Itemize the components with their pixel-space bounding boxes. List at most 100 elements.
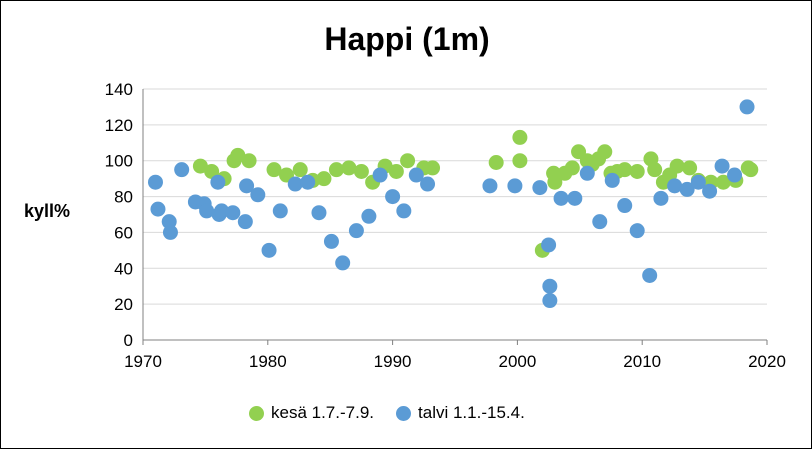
winter-point xyxy=(323,233,339,249)
winter-point xyxy=(261,242,277,258)
winter-point xyxy=(300,174,316,190)
data-points xyxy=(147,99,759,309)
y-axis-label: kyll% xyxy=(24,201,71,221)
legend-item-summer: kesä 1.7.-7.9. xyxy=(249,403,374,423)
winter-point xyxy=(408,167,424,183)
summer-point xyxy=(341,160,357,176)
winter-point xyxy=(679,181,695,197)
winter-point xyxy=(287,176,303,192)
summer-point xyxy=(230,147,246,163)
summer-point xyxy=(512,129,528,145)
summer-point xyxy=(715,174,731,190)
chart-title: Happi (1m) xyxy=(324,21,490,57)
y-tick-label: 40 xyxy=(114,259,133,278)
x-tick-label: 1990 xyxy=(374,352,412,371)
winter-point xyxy=(361,208,377,224)
winter-point xyxy=(174,162,190,178)
legend-label-winter: talvi 1.1.-15.4. xyxy=(418,403,525,422)
winter-point xyxy=(147,174,163,190)
y-tick-labels: 0 20 40 60 80 100 120 140 xyxy=(105,80,133,350)
winter-point xyxy=(727,167,743,183)
x-tick-label: 1970 xyxy=(124,352,162,371)
winter-point xyxy=(210,174,226,190)
winter-point xyxy=(541,237,557,253)
summer-point xyxy=(743,162,759,178)
winter-point xyxy=(617,198,633,214)
legend-label-summer: kesä 1.7.-7.9. xyxy=(271,403,375,422)
winter-point xyxy=(239,178,255,194)
y-tick-label: 140 xyxy=(105,80,133,99)
y-tick-label: 80 xyxy=(114,188,133,207)
winter-point xyxy=(592,214,608,230)
summer-point xyxy=(647,162,663,178)
summer-point xyxy=(617,162,633,178)
winter-point xyxy=(579,165,595,181)
x-tick-label: 2000 xyxy=(498,352,536,371)
summer-point xyxy=(400,153,416,169)
winter-point xyxy=(553,190,569,206)
summer-point xyxy=(629,163,645,179)
x-tick-label: 2020 xyxy=(748,352,786,371)
legend-item-winter: talvi 1.1.-15.4. xyxy=(396,403,525,423)
winter-point xyxy=(542,278,558,294)
winter-point xyxy=(702,183,718,199)
legend-marker-winter xyxy=(396,405,412,421)
summer-point xyxy=(292,162,308,178)
winter-point xyxy=(199,203,215,219)
winter-point xyxy=(237,214,253,230)
winter-point xyxy=(214,203,230,219)
y-tick-label: 20 xyxy=(114,295,133,314)
summer-point xyxy=(682,160,698,176)
y-tick-label: 60 xyxy=(114,223,133,242)
winter-point xyxy=(604,172,620,188)
summer-point xyxy=(353,163,369,179)
winter-point xyxy=(372,167,388,183)
summer-point xyxy=(266,162,282,178)
y-tick-label: 0 xyxy=(124,331,133,350)
summer-point xyxy=(512,153,528,169)
summer-point xyxy=(316,171,332,187)
summer-point xyxy=(192,158,208,174)
winter-point xyxy=(225,205,241,221)
x-tick-label: 1980 xyxy=(249,352,287,371)
summer-point xyxy=(388,163,404,179)
winter-point xyxy=(348,223,364,239)
winter-point xyxy=(690,174,706,190)
winter-point xyxy=(420,176,436,192)
winter-point xyxy=(482,178,498,194)
winter-point xyxy=(714,158,730,174)
summer-point xyxy=(547,174,563,190)
winter-point xyxy=(667,178,683,194)
legend: kesä 1.7.-7.9. talvi 1.1.-15.4. xyxy=(249,403,547,423)
winter-point xyxy=(739,99,755,115)
winter-point xyxy=(335,255,351,271)
summer-point xyxy=(241,153,257,169)
winter-point xyxy=(642,267,658,283)
summer-point xyxy=(669,158,685,174)
winter-point xyxy=(532,180,548,196)
axes xyxy=(142,89,768,345)
winter-point xyxy=(542,293,558,309)
winter-point xyxy=(162,224,178,240)
legend-marker-summer xyxy=(249,405,264,421)
winter-point xyxy=(272,203,288,219)
summer-point xyxy=(488,155,504,171)
winter-point xyxy=(629,223,645,239)
winter-point xyxy=(385,189,401,205)
y-tick-label: 100 xyxy=(105,152,133,171)
summer-point xyxy=(597,144,613,160)
winter-point xyxy=(150,201,166,217)
winter-point xyxy=(653,190,669,206)
x-tick-labels: 1970 1980 1990 2000 2010 2020 xyxy=(124,352,786,371)
x-tick-label: 2010 xyxy=(623,352,661,371)
winter-point xyxy=(396,203,412,219)
gridlines xyxy=(143,88,767,305)
summer-point xyxy=(328,162,344,178)
winter-point xyxy=(250,187,266,203)
winter-point xyxy=(311,205,327,221)
winter-point xyxy=(567,190,583,206)
summer-point xyxy=(425,160,441,176)
winter-point xyxy=(507,178,523,194)
